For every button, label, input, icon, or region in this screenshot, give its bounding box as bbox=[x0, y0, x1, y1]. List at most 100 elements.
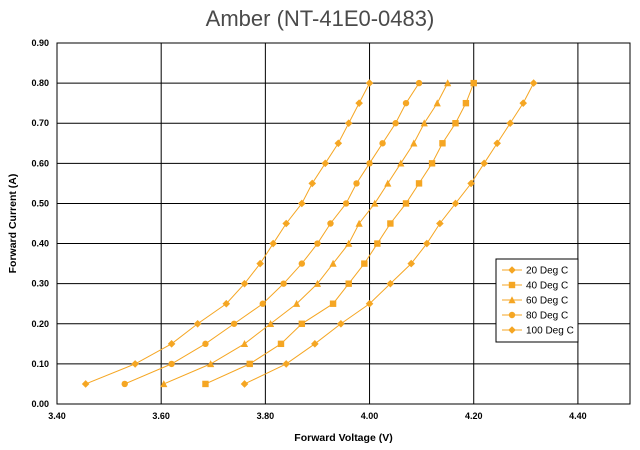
y-tick-labels: 0.00 0.10 0.20 0.30 0.40 0.50 0.60 0.70 0.80 0.90 bbox=[31, 38, 49, 409]
data-point bbox=[397, 159, 405, 167]
data-point bbox=[345, 239, 353, 247]
data-point bbox=[337, 319, 345, 328]
legend-item: 40 Deg C bbox=[502, 281, 568, 292]
data-point bbox=[259, 300, 266, 307]
data-point bbox=[451, 199, 460, 208]
x-tick-label: 4.40 bbox=[569, 411, 587, 421]
data-point bbox=[327, 220, 334, 227]
x-tick-label: 3.80 bbox=[257, 411, 275, 421]
data-point bbox=[480, 159, 488, 168]
legend-item: 20 Deg C bbox=[502, 266, 568, 277]
data-point bbox=[428, 160, 436, 167]
data-point bbox=[193, 319, 202, 328]
x-tick-labels: 3.40 3.60 3.80 4.00 4.20 4.40 bbox=[48, 411, 586, 421]
data-point bbox=[420, 119, 428, 127]
data-point bbox=[529, 79, 538, 87]
data-point bbox=[519, 99, 528, 107]
data-point bbox=[329, 300, 337, 307]
data-point bbox=[392, 120, 399, 127]
y-tick-label: 0.90 bbox=[31, 38, 49, 48]
data-point bbox=[298, 260, 306, 267]
data-point bbox=[240, 340, 249, 348]
data-point bbox=[374, 240, 381, 247]
data-point bbox=[280, 280, 287, 287]
chart-title: Amber (NT-41E0-0483) bbox=[205, 6, 435, 31]
data-point bbox=[168, 360, 175, 368]
y-tick-label: 0.60 bbox=[31, 158, 49, 168]
data-point bbox=[506, 119, 514, 128]
data-point bbox=[329, 259, 337, 267]
y-tick-label: 0.40 bbox=[31, 239, 49, 249]
data-point bbox=[439, 140, 446, 147]
legend-item: 100 Deg C bbox=[502, 326, 574, 337]
data-point bbox=[207, 360, 215, 368]
data-point bbox=[298, 320, 306, 327]
data-point bbox=[433, 99, 441, 107]
data-point bbox=[160, 380, 168, 388]
data-point bbox=[379, 140, 386, 147]
data-point bbox=[353, 180, 360, 187]
data-point bbox=[342, 200, 350, 207]
data-point bbox=[314, 240, 321, 247]
data-point bbox=[81, 380, 90, 388]
y-tick-label: 0.30 bbox=[31, 279, 49, 289]
y-tick-label: 0.70 bbox=[31, 118, 49, 128]
data-point bbox=[386, 279, 395, 288]
data-point bbox=[355, 219, 363, 227]
series-line bbox=[244, 82, 535, 385]
plot-area-border bbox=[56, 42, 631, 405]
series-line bbox=[163, 82, 449, 385]
legend-label: 20 Deg C bbox=[526, 266, 568, 277]
data-point bbox=[355, 99, 363, 107]
data-point bbox=[202, 340, 209, 348]
data-point bbox=[240, 380, 249, 388]
x-tick-label: 3.40 bbox=[48, 411, 66, 421]
series-line bbox=[205, 82, 475, 385]
data-point bbox=[313, 279, 322, 287]
legend: 20 Deg C 40 Deg C 60 Deg C 80 Deg C 100 Deg … bbox=[495, 258, 579, 343]
data-point bbox=[282, 360, 290, 368]
series-line bbox=[85, 82, 370, 385]
data-point bbox=[282, 219, 290, 228]
data-point bbox=[436, 219, 444, 228]
series-5 bbox=[240, 79, 538, 388]
data-point bbox=[269, 239, 277, 248]
data-point bbox=[415, 180, 423, 187]
data-point bbox=[387, 220, 394, 227]
data-point bbox=[365, 79, 374, 87]
data-point bbox=[321, 159, 330, 168]
data-point bbox=[167, 340, 176, 348]
data-point bbox=[462, 99, 470, 107]
data-point bbox=[131, 360, 139, 368]
series-line bbox=[124, 82, 420, 385]
data-point bbox=[334, 139, 343, 148]
legend-label: 40 Deg C bbox=[526, 281, 568, 292]
data-point bbox=[293, 299, 301, 307]
series-3 bbox=[160, 79, 452, 388]
data-point bbox=[344, 119, 353, 128]
legend-marker bbox=[508, 326, 516, 334]
data-point bbox=[423, 239, 431, 248]
data-point bbox=[308, 179, 317, 188]
y-axis-label: Forward Current (A) bbox=[7, 174, 19, 274]
data-point bbox=[202, 380, 209, 388]
series-2 bbox=[202, 79, 477, 388]
y-tick-label: 0.80 bbox=[31, 78, 49, 88]
data-point bbox=[452, 120, 459, 127]
x-axis-label: Forward Voltage (V) bbox=[294, 432, 392, 444]
legend-item: 60 Deg C bbox=[502, 296, 568, 307]
data-point bbox=[410, 139, 418, 147]
legend-label: 60 Deg C bbox=[526, 296, 568, 307]
x-tick-label: 3.60 bbox=[152, 411, 170, 421]
x-tick-label: 4.20 bbox=[465, 411, 483, 421]
x-tick-label: 4.00 bbox=[361, 411, 379, 421]
data-point bbox=[366, 160, 373, 167]
data-point bbox=[444, 79, 452, 87]
legend-item: 80 Deg C bbox=[502, 311, 568, 322]
data-point bbox=[256, 259, 264, 268]
series-1 bbox=[81, 79, 374, 388]
data-point bbox=[266, 319, 275, 327]
data-point bbox=[246, 360, 253, 368]
data-point bbox=[222, 299, 231, 308]
